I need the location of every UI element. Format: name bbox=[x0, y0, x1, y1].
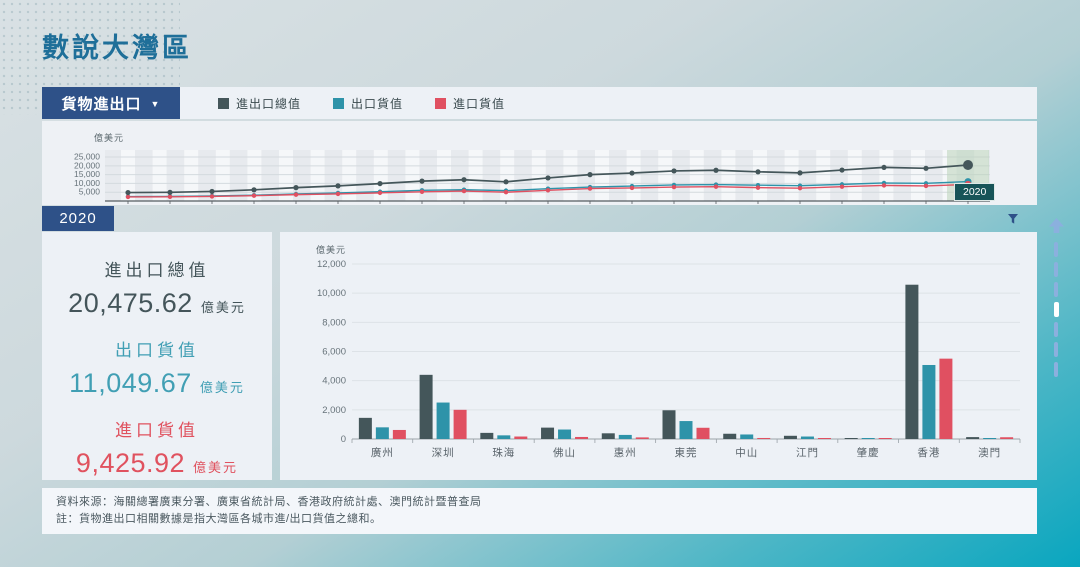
svg-text:江門: 江門 bbox=[796, 447, 819, 459]
legend-label-import: 進口貨值 bbox=[453, 96, 506, 111]
stat-total-label: 進出口總值 bbox=[104, 261, 210, 280]
legend-item-import[interactable]: 進口貨值 bbox=[435, 95, 505, 112]
svg-text:0: 0 bbox=[341, 434, 346, 445]
scroll-top-icon[interactable] bbox=[1048, 218, 1065, 234]
legend: 進出口總值 出口貨值 進口貨值 bbox=[180, 87, 1037, 119]
svg-text:6,000: 6,000 bbox=[322, 347, 346, 358]
svg-text:澳門: 澳門 bbox=[978, 446, 1001, 459]
stat-import: 進口貨值 9,425.92 億美元 bbox=[42, 416, 272, 479]
nav-dash-7[interactable] bbox=[1054, 362, 1058, 377]
data-source-text: 資料來源：海關總署廣東分署、廣東省統計局、香港政府統計處、澳門統計暨普查局 bbox=[56, 496, 482, 508]
import-swatch-icon bbox=[435, 97, 447, 109]
svg-text:12,000: 12,000 bbox=[317, 259, 346, 270]
bar-chart-panel: 億美元 0 2,000 4,000 6,000 8,000 10,000 12,000 廣州 深… bbox=[280, 232, 1037, 480]
stat-import-value: 9,425.92 bbox=[75, 448, 186, 478]
export-swatch-icon bbox=[333, 97, 345, 109]
svg-text:10,000: 10,000 bbox=[74, 178, 100, 188]
chevron-down-icon: ▼ bbox=[150, 98, 161, 109]
svg-text:15,000: 15,000 bbox=[74, 169, 100, 179]
svg-text:珠海: 珠海 bbox=[492, 446, 515, 459]
bar-unit-label: 億美元 bbox=[316, 245, 347, 255]
footer: 資料來源：海關總署廣東分署、廣東省統計局、香港政府統計處、澳門統計暨普查局 註：… bbox=[42, 488, 1037, 534]
svg-text:深圳: 深圳 bbox=[432, 447, 455, 459]
side-nav bbox=[1040, 218, 1072, 398]
stats-panel: 進出口總值 20,475.62 億美元 出口貨值 11,049.67 億美元 進… bbox=[42, 232, 272, 480]
svg-text:惠州: 惠州 bbox=[614, 446, 637, 459]
svg-text:20,000: 20,000 bbox=[74, 160, 100, 170]
year-selector[interactable]: 2020 bbox=[42, 206, 114, 231]
nav-dash-2[interactable] bbox=[1054, 262, 1058, 277]
svg-text:2,000: 2,000 bbox=[322, 405, 346, 416]
stat-total-value: 20,475.62 bbox=[68, 288, 193, 318]
svg-text:5,000: 5,000 bbox=[79, 187, 101, 197]
topic-dropdown-label: 貨物進出口 bbox=[61, 95, 142, 113]
stat-export-label: 出口貨值 bbox=[115, 341, 199, 360]
total-swatch-icon bbox=[218, 97, 229, 109]
nav-dash-3[interactable] bbox=[1054, 282, 1058, 297]
stat-export-value: 11,049.67 bbox=[69, 368, 192, 398]
timeline-chart-panel: 億美元 5,000 10,000 15,000 20,000 25,000 2020 bbox=[42, 121, 1037, 205]
stat-export: 出口貨值 11,049.67 億美元 bbox=[42, 336, 272, 399]
timeline-tooltip: 2020 bbox=[954, 183, 996, 201]
svg-text:肇慶: 肇慶 bbox=[857, 446, 880, 459]
nav-dash-6[interactable] bbox=[1054, 342, 1058, 357]
stat-import-unit: 億美元 bbox=[193, 460, 239, 475]
nav-dash-5[interactable] bbox=[1054, 322, 1058, 337]
filter-icon[interactable] bbox=[1006, 212, 1020, 226]
stat-total: 進出口總值 20,475.62 億美元 bbox=[42, 256, 272, 319]
nav-dash-1[interactable] bbox=[1054, 242, 1058, 257]
topic-dropdown[interactable]: 貨物進出口 ▼ bbox=[42, 87, 180, 119]
legend-item-export[interactable]: 出口貨值 bbox=[333, 95, 403, 112]
svg-text:25,000: 25,000 bbox=[74, 152, 100, 162]
stat-total-unit: 億美元 bbox=[200, 300, 246, 315]
svg-text:8,000: 8,000 bbox=[322, 317, 346, 328]
legend-item-total[interactable]: 進出口總值 bbox=[218, 95, 301, 112]
svg-text:4,000: 4,000 bbox=[322, 376, 346, 387]
nav-dash-4-active[interactable] bbox=[1053, 302, 1059, 317]
timeline-unit-label: 億美元 bbox=[94, 133, 125, 143]
page-nav-dashes bbox=[1040, 242, 1072, 382]
stat-import-label: 進口貨值 bbox=[115, 421, 199, 440]
svg-text:佛山: 佛山 bbox=[553, 446, 576, 459]
svg-text:東莞: 東莞 bbox=[675, 446, 698, 459]
legend-label-export: 出口貨值 bbox=[351, 96, 404, 111]
city-bar-chart[interactable]: 0 2,000 4,000 6,000 8,000 10,000 12,000 廣州 深圳 珠海 佛… bbox=[280, 232, 1037, 480]
page-title: 數說大灣區 bbox=[42, 33, 192, 63]
svg-text:香港: 香港 bbox=[917, 447, 940, 459]
svg-text:10,000: 10,000 bbox=[317, 288, 346, 299]
legend-label-total: 進出口總值 bbox=[236, 96, 302, 111]
svg-text:中山: 中山 bbox=[735, 446, 758, 459]
stat-export-unit: 億美元 bbox=[199, 380, 245, 395]
svg-text:廣州: 廣州 bbox=[371, 446, 394, 459]
footnote-text: 註：貨物進出口相關數據是指大灣區各城市進/出口貨值之總和。 bbox=[56, 513, 382, 525]
